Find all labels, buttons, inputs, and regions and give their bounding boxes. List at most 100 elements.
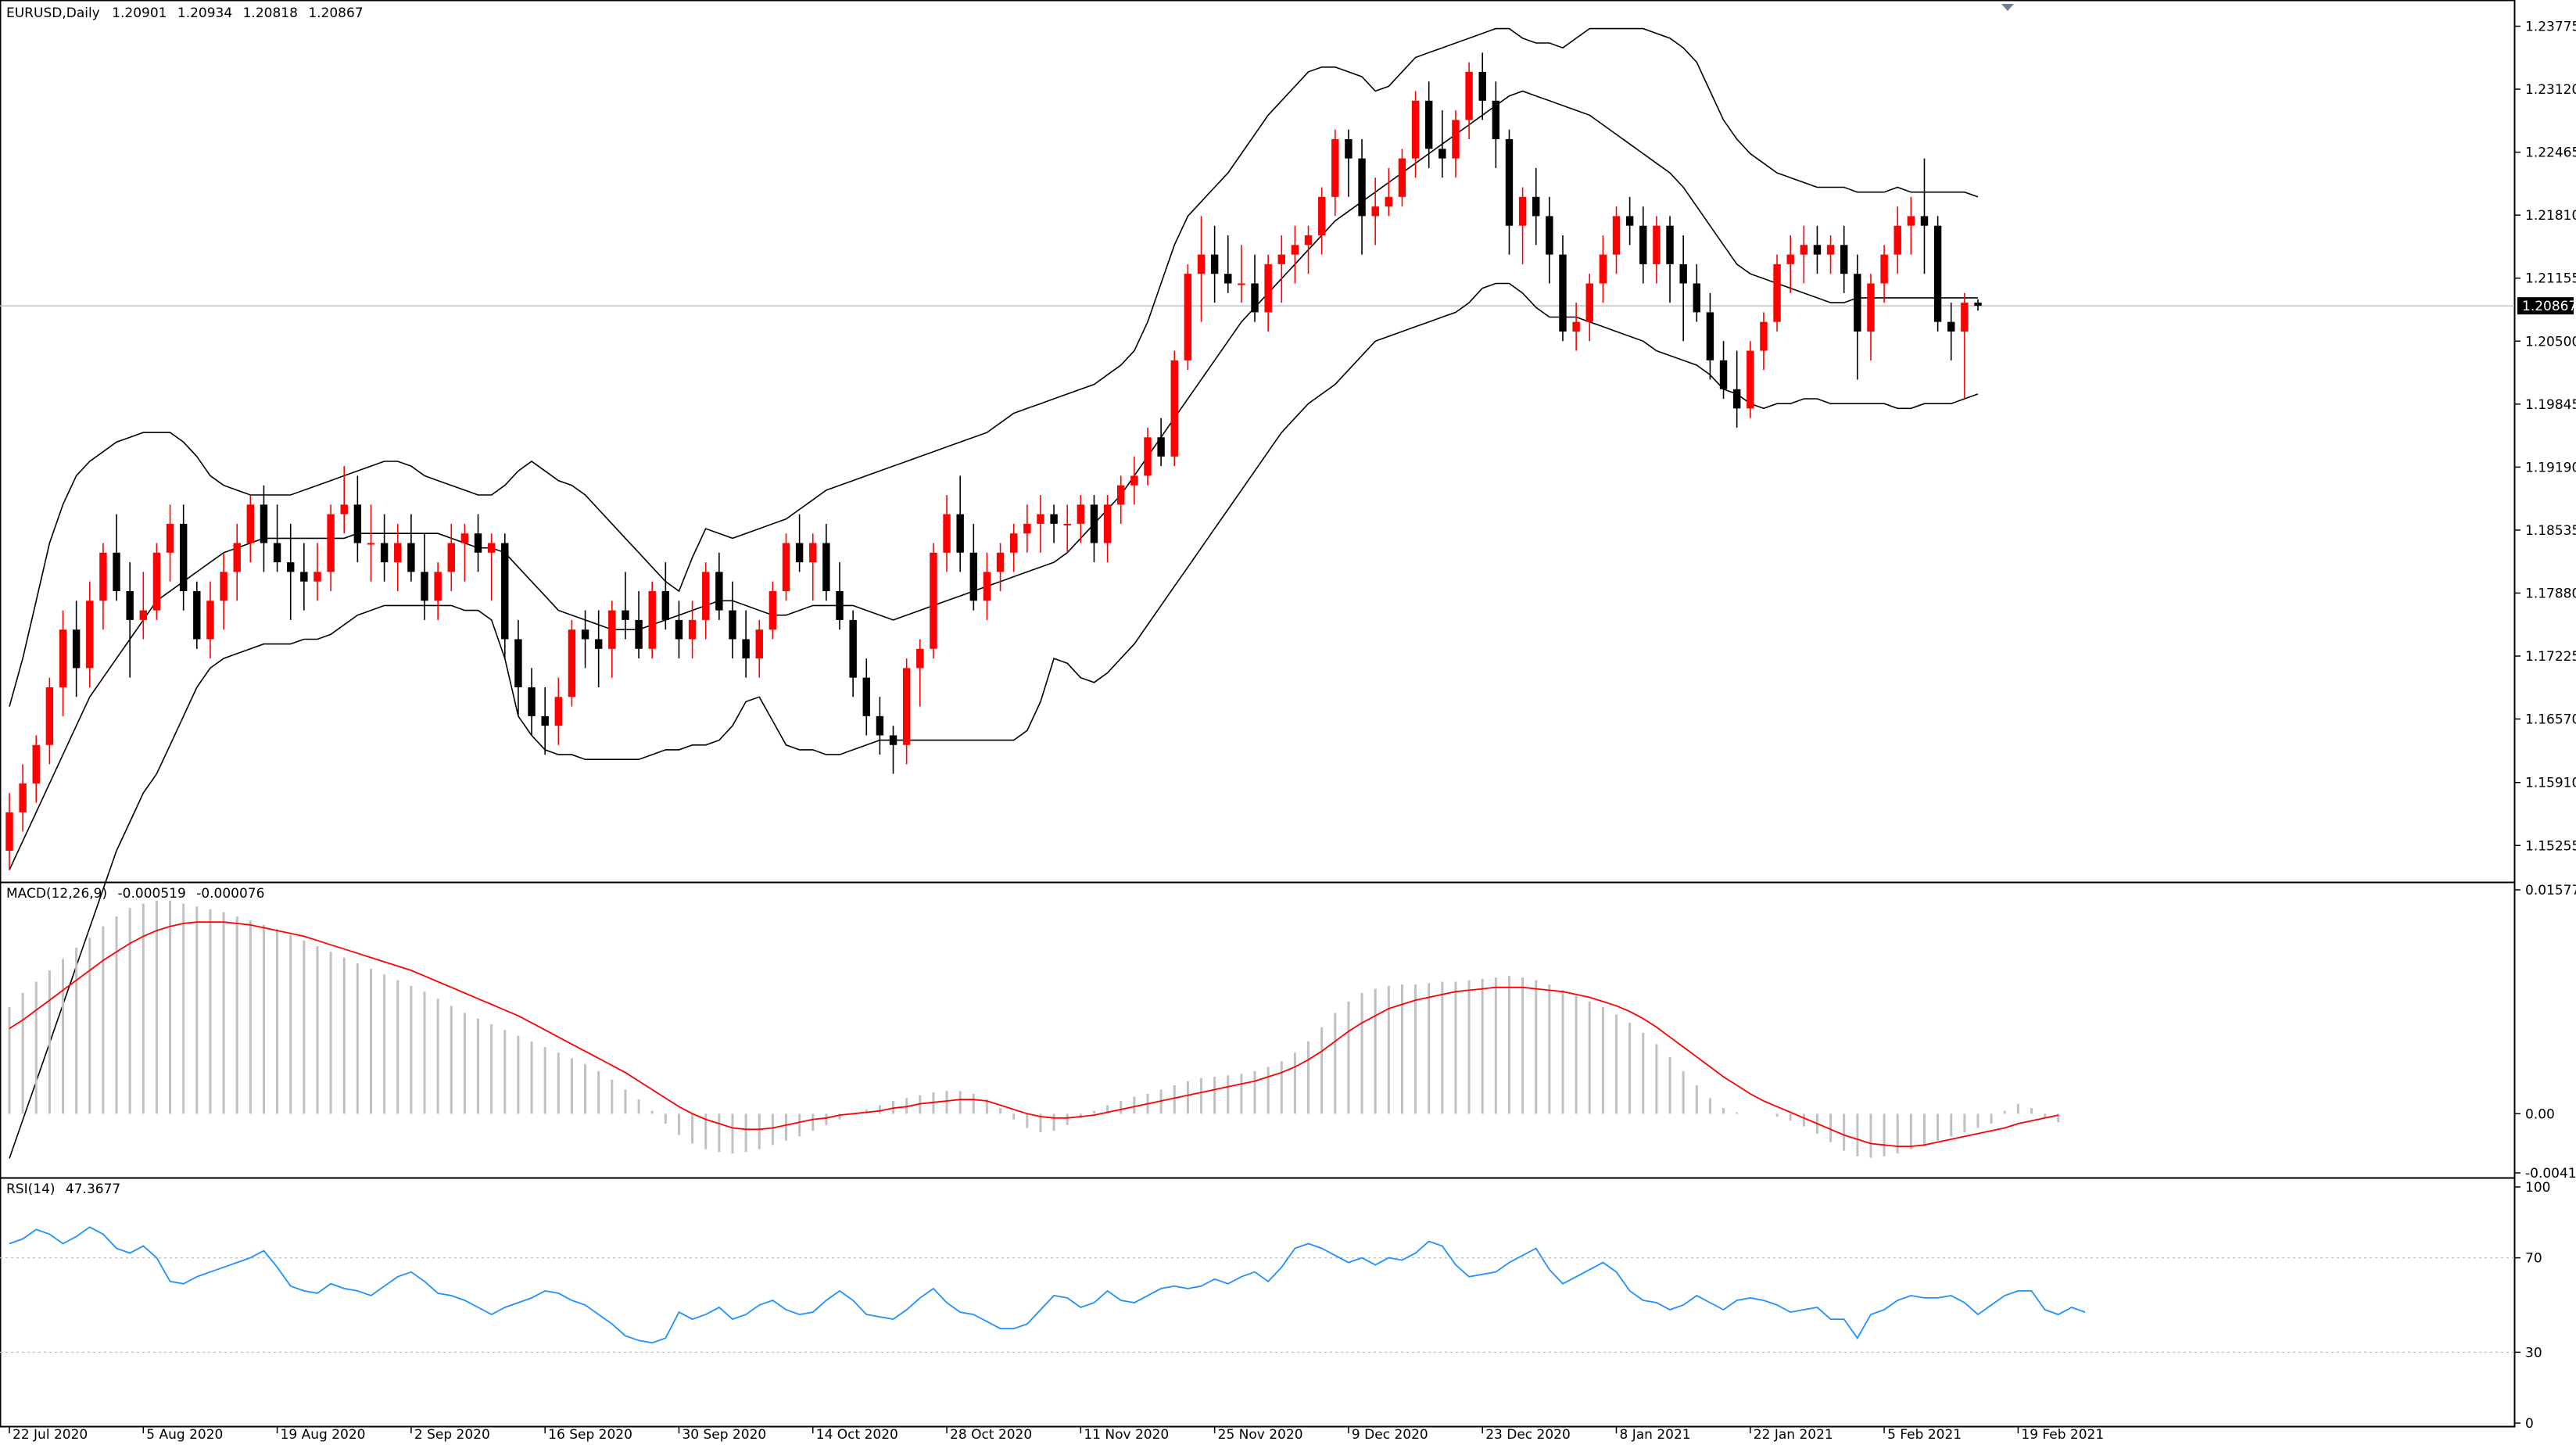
candle[interactable] <box>220 552 228 630</box>
candle[interactable] <box>675 601 683 659</box>
candle[interactable] <box>1961 292 1969 400</box>
candle[interactable] <box>661 562 670 630</box>
candle[interactable] <box>956 475 964 572</box>
candle[interactable] <box>1679 235 1687 342</box>
candle[interactable] <box>246 495 255 563</box>
candle[interactable] <box>1693 264 1700 322</box>
candle[interactable] <box>501 533 509 659</box>
candle[interactable] <box>943 495 951 572</box>
candle[interactable] <box>434 562 442 620</box>
candle[interactable] <box>1719 341 1728 400</box>
candle[interactable] <box>1063 504 1071 553</box>
candle[interactable] <box>206 581 214 659</box>
candle[interactable] <box>688 601 697 659</box>
candle[interactable] <box>1117 475 1125 524</box>
candle[interactable] <box>1505 129 1514 255</box>
candle[interactable] <box>474 514 482 572</box>
candle[interactable] <box>1760 312 1768 371</box>
candle[interactable] <box>930 543 937 659</box>
rsi-panel[interactable] <box>0 1177 2516 1428</box>
candle[interactable] <box>916 639 924 707</box>
candle[interactable] <box>313 543 321 601</box>
candle[interactable] <box>983 552 991 620</box>
candle[interactable] <box>1880 245 1888 303</box>
candle[interactable] <box>528 668 536 736</box>
candle[interactable] <box>755 619 763 678</box>
candle[interactable] <box>460 523 469 582</box>
candle[interactable] <box>1090 495 1098 563</box>
candle[interactable] <box>1251 254 1259 322</box>
candle[interactable] <box>1277 235 1285 303</box>
candle[interactable] <box>1424 81 1433 168</box>
candle[interactable] <box>996 543 1005 591</box>
candle[interactable] <box>889 726 897 774</box>
candle[interactable] <box>1920 158 1929 274</box>
candle[interactable] <box>1371 177 1379 246</box>
macd-panel[interactable] <box>0 881 2516 1179</box>
candle[interactable] <box>1037 495 1044 553</box>
candle[interactable] <box>273 504 281 572</box>
candle[interactable] <box>32 735 40 803</box>
candle[interactable] <box>380 514 389 582</box>
candle[interactable] <box>1077 495 1085 543</box>
candle[interactable] <box>1210 225 1219 303</box>
candle[interactable] <box>742 610 750 678</box>
candle[interactable] <box>1184 264 1192 371</box>
candle[interactable] <box>19 764 27 832</box>
candle[interactable] <box>1023 504 1031 553</box>
candle[interactable] <box>1786 235 1794 293</box>
candle[interactable] <box>193 581 201 649</box>
candle[interactable] <box>782 533 790 601</box>
candle[interactable] <box>1585 274 1593 342</box>
candle[interactable] <box>394 523 402 591</box>
candle[interactable] <box>1238 245 1245 303</box>
candle[interactable] <box>1773 254 1781 332</box>
candle[interactable] <box>541 687 549 755</box>
candle[interactable] <box>1264 254 1272 332</box>
candle[interactable] <box>1732 350 1741 428</box>
candle[interactable] <box>1800 225 1808 284</box>
candle[interactable] <box>594 610 603 687</box>
candle[interactable] <box>1358 139 1366 255</box>
candle[interactable] <box>1452 110 1460 178</box>
candle[interactable] <box>139 572 148 640</box>
candle[interactable] <box>969 523 978 611</box>
candle[interactable] <box>1826 235 1835 274</box>
candle[interactable] <box>166 504 174 582</box>
candle[interactable] <box>300 543 308 611</box>
candle[interactable] <box>648 581 656 659</box>
candle[interactable] <box>622 572 629 640</box>
candle[interactable] <box>260 485 268 572</box>
candle[interactable] <box>1625 196 1634 246</box>
candle[interactable] <box>447 523 455 591</box>
candle[interactable] <box>1559 235 1567 342</box>
candle[interactable] <box>608 601 616 678</box>
candle[interactable] <box>876 697 884 755</box>
candle[interactable] <box>514 619 522 716</box>
candle[interactable] <box>1974 299 1982 311</box>
candle[interactable] <box>421 533 428 620</box>
candle[interactable] <box>1438 110 1446 178</box>
candle[interactable] <box>1612 206 1621 274</box>
candle[interactable] <box>1867 274 1875 360</box>
candle[interactable] <box>86 581 94 687</box>
candle[interactable] <box>1572 303 1580 351</box>
candle[interactable] <box>233 523 241 601</box>
candle[interactable] <box>554 677 563 745</box>
candle[interactable] <box>581 610 589 669</box>
candle[interactable] <box>849 610 857 697</box>
candle[interactable] <box>1639 206 1647 284</box>
price-panel[interactable] <box>0 0 2516 884</box>
candle[interactable] <box>367 504 375 582</box>
candle[interactable] <box>353 475 362 563</box>
candle[interactable] <box>702 562 710 640</box>
candle[interactable] <box>1157 418 1165 467</box>
candle[interactable] <box>729 581 736 659</box>
candle[interactable] <box>1224 235 1232 293</box>
candle[interactable] <box>99 543 107 630</box>
candle[interactable] <box>1317 187 1326 255</box>
candle[interactable] <box>152 543 161 620</box>
candle[interactable] <box>1331 129 1339 217</box>
candle[interactable] <box>635 590 643 659</box>
